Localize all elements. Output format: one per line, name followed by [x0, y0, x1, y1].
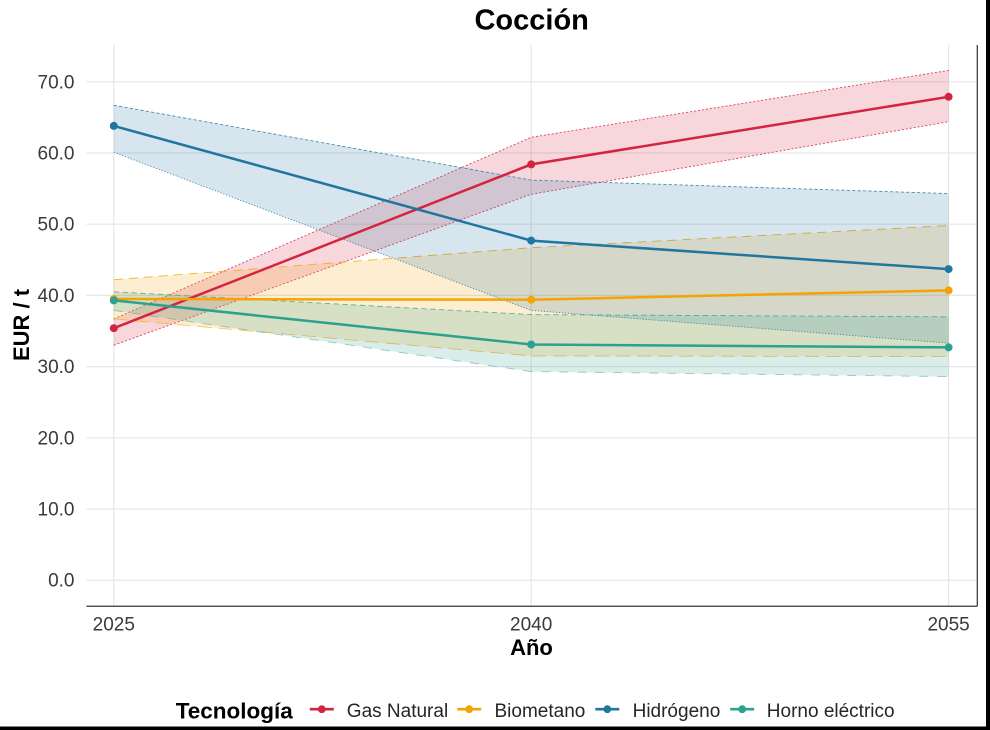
svg-text:2040: 2040 [510, 615, 552, 636]
svg-text:10.0: 10.0 [38, 500, 75, 521]
svg-text:0.0: 0.0 [48, 571, 74, 592]
svg-text:70.0: 70.0 [38, 72, 75, 93]
svg-text:Año: Año [510, 635, 553, 660]
svg-text:Tecnología: Tecnología [176, 698, 294, 723]
svg-text:Biometano: Biometano [495, 701, 586, 722]
svg-text:Gas Natural: Gas Natural [347, 701, 448, 722]
svg-text:50.0: 50.0 [38, 215, 75, 236]
svg-text:Horno eléctrico: Horno eléctrico [767, 701, 895, 722]
svg-text:2025: 2025 [93, 615, 135, 636]
svg-text:30.0: 30.0 [38, 357, 75, 378]
svg-text:Hidrógeno: Hidrógeno [633, 701, 721, 722]
svg-text:EUR / t: EUR / t [9, 288, 34, 361]
svg-text:Cocción: Cocción [474, 5, 588, 37]
svg-text:60.0: 60.0 [38, 144, 75, 165]
svg-text:40.0: 40.0 [38, 286, 75, 307]
svg-text:2055: 2055 [927, 615, 969, 636]
svg-text:20.0: 20.0 [38, 428, 75, 449]
